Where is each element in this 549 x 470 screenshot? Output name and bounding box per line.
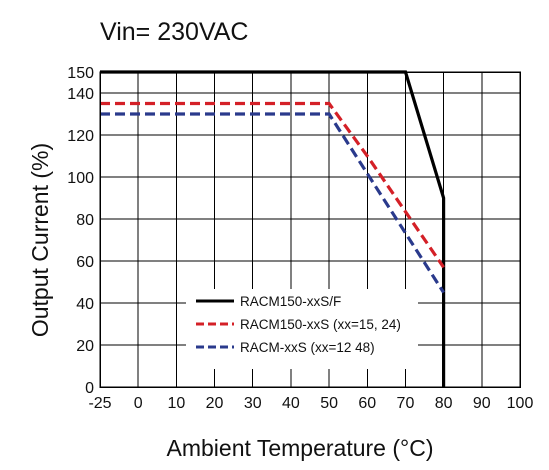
chart-title: Vin= 230VAC: [100, 18, 249, 46]
x-tick-label: 100: [507, 395, 534, 412]
legend: RACM150-xxS/F RACM150-xxS (xx=15, 24) RACM…: [186, 289, 418, 369]
x-tick-label: 60: [358, 395, 376, 412]
x-tick-label: 90: [473, 395, 491, 412]
x-tick-label: 20: [206, 395, 224, 412]
y-tick-label: 120: [67, 128, 94, 145]
y-tick-label: 80: [76, 212, 94, 229]
y-tick-label: 0: [85, 380, 94, 397]
x-tick-label: 30: [244, 395, 262, 412]
series-line-2: [100, 101, 445, 269]
x-tick-label: 40: [282, 395, 300, 412]
y-tick-label: 20: [76, 338, 94, 355]
y-tick-label: 140: [67, 86, 94, 103]
y-tick-label: 60: [76, 254, 94, 271]
legend-label: RACM150-xxS/F: [240, 294, 341, 309]
x-tick-label: 80: [435, 395, 453, 412]
series-line-3: [100, 112, 445, 294]
x-axis-ticks: -25 0 10 20 30 40 50 60 70 80 90 100: [88, 395, 533, 412]
x-axis-label: Ambient Temperature (°C): [167, 435, 434, 461]
y-tick-label: 40: [76, 296, 94, 313]
x-tick-label: -25: [88, 395, 111, 412]
x-tick-label: 70: [397, 395, 415, 412]
x-tick-label: 50: [320, 395, 338, 412]
legend-label: RACM150-xxS (xx=15, 24): [240, 317, 401, 332]
plot-frame: [99, 71, 521, 388]
y-tick-label: 100: [67, 170, 94, 187]
y-axis-ticks: 0 20 40 60 80 100 120 140 150: [67, 65, 94, 397]
y-axis-label: Output Current (%): [27, 143, 53, 337]
x-tick-label: 0: [134, 395, 143, 412]
legend-label: RACM-xxS (xx=12 48): [240, 340, 375, 355]
y-tick-label: 150: [67, 65, 94, 82]
x-tick-label: 10: [167, 395, 185, 412]
